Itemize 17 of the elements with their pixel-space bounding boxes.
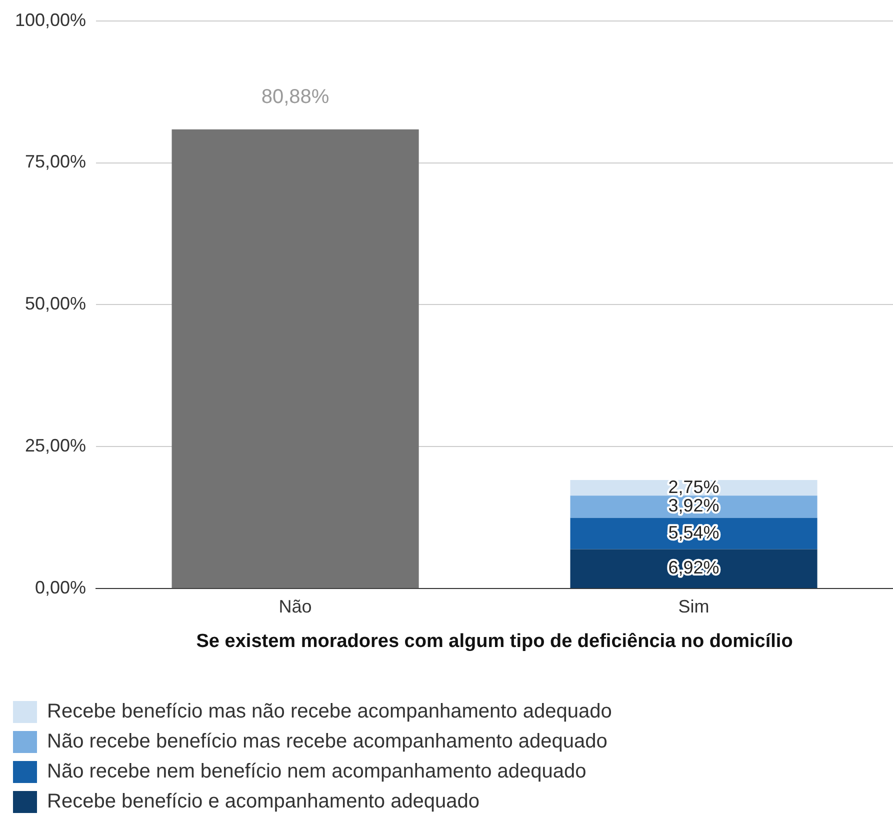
y-tick-label: 0,00%	[35, 578, 86, 598]
y-tick-label: 25,00%	[24, 436, 86, 456]
data-label: 80,88%	[261, 86, 330, 108]
x-axis-title: Se existem moradores com algum tipo de deficiência no domicílio	[196, 630, 793, 652]
x-tick-label: Sim	[678, 596, 710, 616]
y-tick-label: 50,00%	[24, 294, 86, 314]
data-label: 2,75%	[668, 476, 720, 497]
y-tick-label: 75,00%	[24, 152, 86, 172]
data-label: 6,92%	[668, 558, 720, 578]
y-tick-label: 100,00%	[14, 10, 86, 30]
legend-label: Recebe benefício e acompanhamento adequado	[47, 790, 480, 813]
x-tick-label: Não	[278, 596, 312, 616]
data-label: 3,92%	[668, 496, 720, 516]
legend-label: Não recebe benefício mas recebe acompanhamento adequado	[47, 730, 608, 753]
data-label: 5,54%	[668, 522, 720, 543]
legend-label: Recebe benefício mas não recebe acompanhamento adequado	[47, 700, 612, 723]
legend-label: Não recebe nem benefício nem acompanhamento adequado	[47, 760, 586, 783]
